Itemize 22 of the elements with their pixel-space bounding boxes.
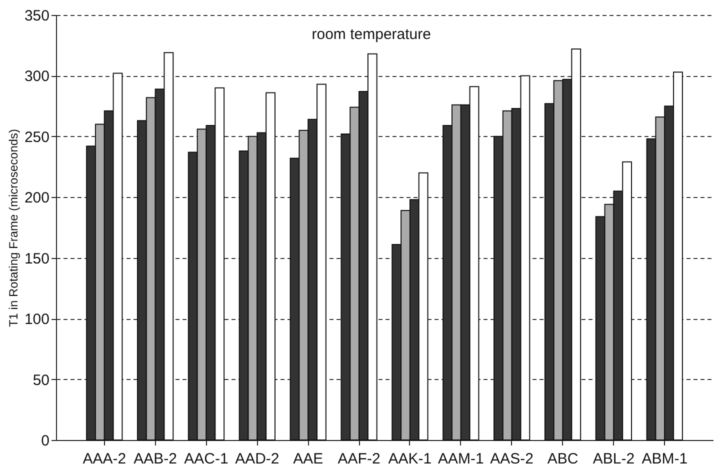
x-tick-label: AAM-1 [438,450,484,468]
y-axis-title: T1 in Rotating Frame (microseconds) [6,128,20,328]
x-tick-label: AAD-2 [235,450,280,468]
y-tick-label: 0 [41,432,50,450]
x-tick-label: ABL-2 [592,450,635,468]
x-tick-label: AAF-2 [338,450,380,468]
y-tick-label: 250 [24,128,50,146]
y-tick-label: 150 [24,250,50,268]
x-tick-label: ABM-1 [642,450,688,468]
annotation: room temperature [312,26,431,44]
x-tick-label: AAE [293,450,324,468]
x-tick-label: AAK-1 [388,450,432,468]
y-tick-label: 50 [32,372,50,389]
x-tick-label: AAS-2 [490,450,534,468]
y-tick-label: 200 [24,190,50,207]
x-tick-label: AAA-2 [82,450,126,468]
x-tick-label: AAC-1 [184,450,228,468]
y-tick-label: 100 [24,311,50,328]
y-tick-label: 350 [24,8,50,24]
y-tick-label: 300 [24,68,50,86]
x-tick-label: ABC [547,450,578,468]
x-tick-label: AAB-2 [134,450,177,468]
